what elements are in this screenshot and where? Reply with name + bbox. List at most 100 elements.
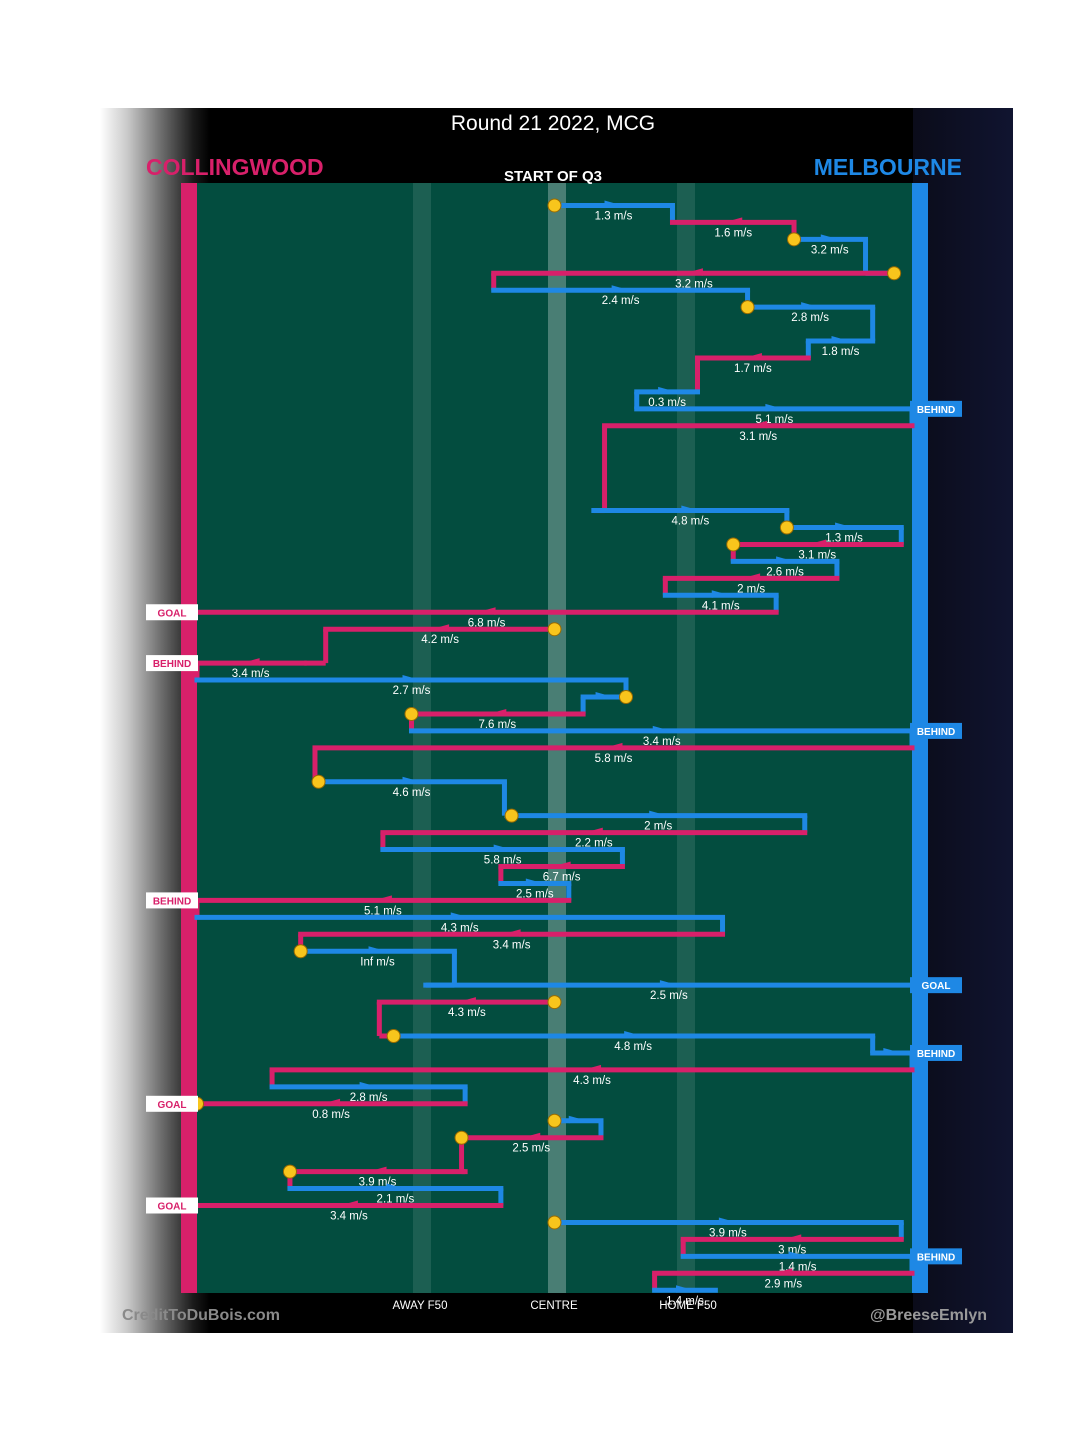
- speed-label: 3.4 m/s: [493, 939, 531, 951]
- away-f50-line: [413, 183, 431, 1293]
- chain-arrow: [776, 556, 795, 564]
- speed-label: 4.1 m/s: [702, 600, 740, 612]
- speed-label: 5.8 m/s: [595, 753, 633, 765]
- speed-label: 3.2 m/s: [811, 244, 849, 256]
- credit-right: @BreeseEmlyn: [870, 1307, 987, 1324]
- chain-arrow: [624, 1031, 643, 1039]
- chain-arrow: [820, 234, 839, 242]
- stoppage-marker: [282, 1164, 297, 1179]
- speed-label: 2.1 m/s: [377, 1194, 415, 1206]
- chain-arrow: [652, 725, 671, 734]
- outcome-label: BEHIND: [917, 1049, 955, 1060]
- chain-arrow: [477, 607, 496, 615]
- outcome-label: BEHIND: [917, 405, 955, 416]
- stoppage-marker: [740, 300, 755, 315]
- chain-arrow: [658, 386, 677, 395]
- chain-arrow: [359, 1081, 378, 1090]
- chain-arrow: [659, 980, 678, 988]
- stoppage-marker: [504, 808, 519, 823]
- away-f50-label: AWAY F50: [393, 1300, 448, 1312]
- chain-arrow: [583, 1064, 602, 1073]
- section-label: START OF Q3: [504, 168, 602, 185]
- chain-arrow: [684, 268, 703, 276]
- outcome-badge: [910, 977, 962, 994]
- speed-label: 3.4 m/s: [232, 668, 270, 680]
- outcome-label: BEHIND: [917, 727, 955, 738]
- chain-group: 1.3 m/s 1.6 m/s 3.2 m/s 3.2 m/s 2.4 m/s 2.8 m…: [146, 198, 962, 1307]
- speed-label: 2.8 m/s: [350, 1092, 388, 1104]
- centre-label: CENTRE: [530, 1300, 578, 1312]
- outcome-badge: [146, 655, 198, 672]
- collingwood-goal-bar: [181, 183, 197, 1293]
- chain-arrow: [835, 522, 854, 530]
- outcome-label: GOAL: [158, 1202, 187, 1213]
- outcome-label: GOAL: [922, 981, 951, 992]
- speed-label: Inf m/s: [360, 956, 395, 968]
- right-gradient: [913, 108, 1013, 1333]
- outcome-badge: [910, 400, 962, 417]
- speed-label: 2.6 m/s: [766, 566, 804, 578]
- speed-label: 0.8 m/s: [312, 1109, 350, 1121]
- outcome-badge: [910, 1248, 962, 1265]
- home-f50-label: HOME F50: [659, 1300, 717, 1312]
- chain-arrow: [502, 929, 521, 937]
- outcome-label: GOAL: [158, 608, 187, 619]
- chain-arrow: [604, 742, 623, 751]
- outcome-label: BEHIND: [917, 1252, 955, 1263]
- chain-arrow: [488, 708, 507, 717]
- outcome-label: BEHIND: [153, 896, 191, 907]
- chain-arrow: [783, 1234, 802, 1242]
- speed-label: 1.4 m/s: [666, 1295, 704, 1307]
- speed-label: 3.1 m/s: [798, 549, 836, 561]
- speed-label: 4.3 m/s: [441, 922, 479, 934]
- chain-arrow: [742, 573, 761, 581]
- speed-label: 2 m/s: [644, 821, 672, 833]
- stoppage-marker: [787, 232, 802, 247]
- outcome-badge: [146, 604, 198, 621]
- chain-arrow: [611, 285, 630, 293]
- speed-label: 2.9 m/s: [764, 1278, 802, 1290]
- chart-title: Round 21 2022, MCG: [451, 112, 655, 135]
- stoppage-marker: [547, 1215, 562, 1230]
- chain-arrow: [649, 810, 668, 819]
- chain-arrow: [457, 997, 476, 1005]
- chain-arrow: [373, 895, 392, 903]
- centre-line: [548, 183, 566, 1293]
- speed-label: 2.2 m/s: [575, 838, 613, 850]
- stoppage-marker: [293, 944, 308, 959]
- speed-label: 2.8 m/s: [791, 312, 829, 324]
- possession-chart: 1.3 m/s 1.6 m/s 3.2 m/s 3.2 m/s 2.4 m/s 2.8 m…: [122, 112, 987, 1324]
- chain-arrow: [525, 878, 544, 886]
- chain-arrow: [431, 624, 450, 632]
- speed-label: 4.8 m/s: [614, 1041, 652, 1053]
- chain-arrow: [241, 658, 260, 666]
- chain-arrow: [493, 844, 512, 853]
- home-f50-line: [677, 183, 695, 1293]
- chain-arrow: [808, 539, 827, 547]
- speed-label: 4.2 m/s: [421, 634, 459, 646]
- chain-arrow: [402, 675, 421, 683]
- outcome-badge: [146, 1095, 198, 1112]
- chain-arrow: [711, 590, 730, 598]
- chain-arrow: [450, 912, 469, 920]
- collingwood-label: COLLINGWOOD: [146, 154, 324, 180]
- chain-arrow: [552, 861, 571, 869]
- chain-arrow: [831, 336, 850, 344]
- chain-arrow: [883, 1047, 902, 1056]
- chain-arrow: [604, 200, 623, 208]
- speed-label: 4.6 m/s: [393, 787, 431, 799]
- speed-label: 2.7 m/s: [393, 685, 431, 697]
- chain-arrow: [749, 420, 768, 429]
- chain-arrow: [522, 1132, 541, 1141]
- stoppage-marker: [547, 995, 562, 1010]
- speed-label: 3 m/s: [778, 1244, 806, 1256]
- chain-arrow: [322, 1098, 341, 1107]
- stoppage-marker: [547, 198, 562, 213]
- chain-arrow: [765, 403, 784, 412]
- chain-arrow: [339, 1200, 358, 1208]
- outcome-badge: [146, 892, 198, 909]
- chain-arrow: [675, 1285, 694, 1293]
- outcome-badge: [910, 722, 962, 739]
- stoppage-marker: [386, 1029, 401, 1043]
- speed-label: 4.3 m/s: [573, 1075, 611, 1087]
